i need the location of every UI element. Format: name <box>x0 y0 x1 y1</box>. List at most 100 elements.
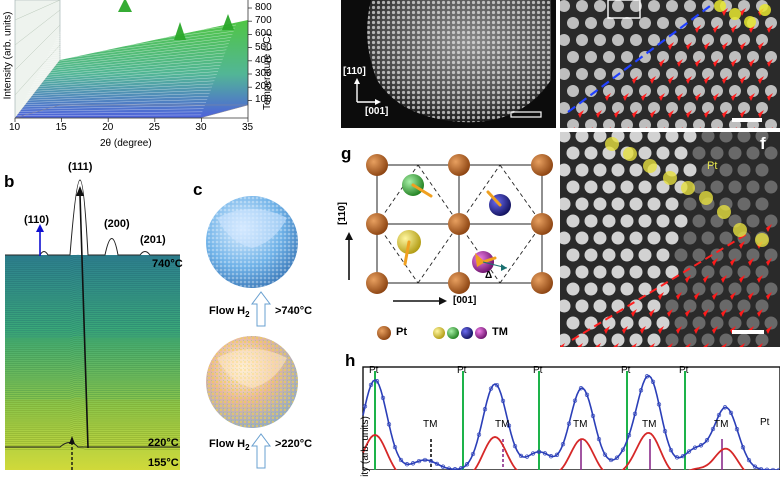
g-legend-tm: TM <box>492 326 508 338</box>
stack-fill <box>5 255 180 470</box>
sphere-diagram <box>206 196 298 469</box>
scale-bar <box>732 330 764 334</box>
displacement-arrow <box>403 240 411 266</box>
h-tm-label: TM <box>423 419 438 430</box>
g-delta-label: Δ <box>485 270 493 281</box>
h-tm-label: TM <box>573 419 588 430</box>
a-temp-tick-label: 400 <box>255 54 272 66</box>
a-x-tick-label: 25 <box>148 122 160 133</box>
displacement-arrow <box>481 256 497 264</box>
h-panel-letter: h <box>345 351 356 370</box>
a-temp-tick-label: 200 <box>255 81 272 93</box>
h-pt-label: Pt <box>621 365 631 376</box>
b-panel-letter: b <box>4 172 15 191</box>
panel-f: f Pt <box>560 132 780 347</box>
boundary-line <box>567 5 711 113</box>
pt-atom <box>366 213 388 235</box>
blue-arrow <box>36 224 44 232</box>
a-temp-tick-label: 500 <box>255 41 272 53</box>
boundary-line <box>571 231 751 341</box>
g-dir-horizontal: [001] <box>453 295 477 306</box>
stem-image-zoom-bottom <box>560 132 778 347</box>
a-temp-axis-label: Temperature (°C) <box>262 33 273 110</box>
pt-atom <box>448 213 470 235</box>
a-x-tick-label: 10 <box>9 122 21 133</box>
temp-label-155: 155°C <box>148 457 179 469</box>
d-dir-horizontal: [001] <box>365 106 389 117</box>
a-temp-tick-label: 600 <box>255 28 272 40</box>
a-temp-tick-label: 800 <box>255 2 272 13</box>
pt-atom <box>366 272 388 294</box>
flow-cond-1: >740°C <box>275 305 313 317</box>
h-tm-label: TM <box>642 419 657 430</box>
panel-g: g [110] [001] Δ Pt TM <box>335 140 560 355</box>
h-pt-label: Pt <box>679 365 689 376</box>
peak-label-201: (201) <box>140 234 166 246</box>
panel-a: Intensity (arb. units) 10 15 20 25 30 35 2θ (… <box>0 0 335 160</box>
profile-inner <box>362 431 746 477</box>
legend-tm-swatch <box>447 327 459 339</box>
dir-arrow-vertical <box>345 232 353 240</box>
h-pt-label: Pt <box>369 365 379 376</box>
h-y-axis-label: ity (arb. units) <box>359 416 371 477</box>
panel-h: h ity (arb. units) Pt Pt Pt Pt Pt TM TM TM TM TM P… <box>345 351 780 477</box>
h-pt-label: Pt <box>760 417 770 428</box>
pt-atom <box>448 272 470 294</box>
g-legend-pt: Pt <box>396 326 407 338</box>
a-x-tick-label: 35 <box>242 122 254 133</box>
dir-arrow-horizontal <box>439 297 447 305</box>
displacement-arrow <box>486 190 502 207</box>
h-pt-label: Pt <box>457 365 467 376</box>
peak-label-110: (110) <box>24 214 50 226</box>
profile-outer <box>362 374 779 471</box>
temp-label-220: 220°C <box>148 437 179 449</box>
panel-b: b (111) (110) (200) (201) 740°C 220°C 15… <box>0 160 200 470</box>
panel-e <box>560 0 780 128</box>
scale-bar <box>510 111 542 118</box>
peak-ridge <box>222 14 234 30</box>
f-pt-label: Pt <box>707 160 718 172</box>
f-panel-letter: f <box>760 134 766 153</box>
trace-740 <box>5 179 180 256</box>
stem-image-overview <box>354 0 551 123</box>
scale-bar <box>732 118 762 122</box>
panel-d: [110] [001] <box>341 0 556 128</box>
legend-pt-swatch <box>377 326 391 340</box>
lattice-diagram <box>345 154 553 340</box>
legend-tm-swatch <box>461 327 473 339</box>
up-arrow <box>251 291 271 327</box>
trace-220 <box>5 442 180 448</box>
a-x-tick-label: 20 <box>102 122 114 133</box>
h-pt-label: Pt <box>533 365 543 376</box>
a-temp-tick-label: 300 <box>255 68 272 79</box>
stem-image-zoom-top <box>560 0 777 128</box>
temp-label-740: 740°C <box>152 258 183 270</box>
flow-label-1: Flow H2 <box>209 305 250 320</box>
h-tm-label: TM <box>714 419 729 430</box>
pt-atom <box>366 154 388 176</box>
pt-atom <box>531 213 553 235</box>
peak-shift-arrow <box>76 186 84 196</box>
pt-atom <box>448 154 470 176</box>
waterfall-plot <box>14 0 252 122</box>
pt-atom <box>531 154 553 176</box>
flow-cond-2: >220°C <box>275 438 313 450</box>
g-dir-vertical: [110] <box>336 202 348 225</box>
a-x-tick-label: 30 <box>195 122 207 133</box>
a-y-axis-label: Intensity (arb. units) <box>2 11 14 100</box>
g-panel-letter: g <box>341 144 352 163</box>
peak-label-200: (200) <box>104 218 130 230</box>
a-x-tick-label: 15 <box>55 122 67 133</box>
pt-atom <box>531 272 553 294</box>
stacked-xrd-plot <box>5 179 180 470</box>
flow-label-2: Flow H2 <box>209 438 250 453</box>
legend-tm-swatch <box>475 327 487 339</box>
displacement-arrow <box>411 183 433 198</box>
panel-c: c Flow H2 >740°C Flow H2 >220°C <box>193 180 335 470</box>
up-arrow <box>251 433 271 469</box>
legend-tm-swatch <box>433 327 445 339</box>
peak-ridge <box>118 0 132 12</box>
peak-label-111: (111) <box>68 161 93 173</box>
a-temp-tick-label: 700 <box>255 15 272 27</box>
zoom-box <box>607 0 641 19</box>
